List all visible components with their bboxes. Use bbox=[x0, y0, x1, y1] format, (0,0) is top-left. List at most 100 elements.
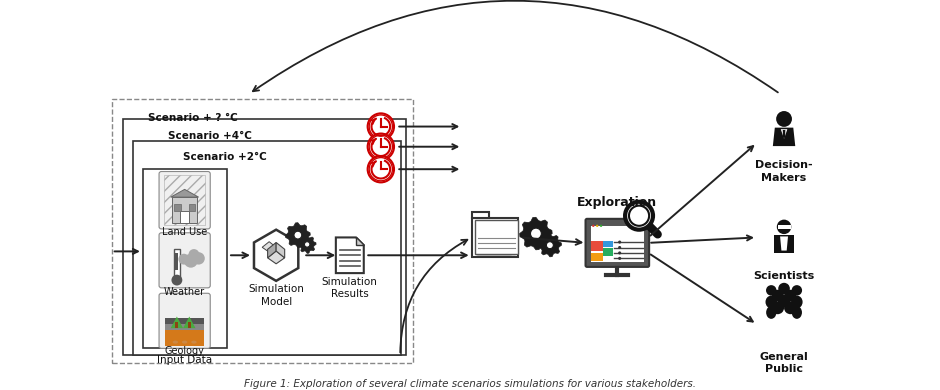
Text: Simulation
Model: Simulation Model bbox=[248, 284, 304, 307]
FancyBboxPatch shape bbox=[159, 233, 211, 288]
Text: Weather: Weather bbox=[164, 287, 205, 297]
Bar bbox=[133, 140, 401, 355]
Bar bbox=[477, 227, 511, 254]
Circle shape bbox=[629, 206, 650, 226]
Bar bbox=[143, 169, 227, 347]
Circle shape bbox=[193, 252, 205, 264]
Bar bbox=[174, 204, 180, 211]
FancyBboxPatch shape bbox=[586, 219, 650, 267]
Ellipse shape bbox=[765, 296, 777, 308]
Bar bbox=[591, 241, 603, 252]
Polygon shape bbox=[286, 223, 310, 248]
Bar bbox=[164, 176, 205, 225]
Circle shape bbox=[189, 249, 199, 260]
Text: General
Public: General Public bbox=[760, 352, 808, 374]
Bar bbox=[165, 324, 204, 330]
Circle shape bbox=[600, 225, 603, 227]
Ellipse shape bbox=[771, 301, 784, 314]
Polygon shape bbox=[356, 238, 364, 245]
Polygon shape bbox=[254, 230, 298, 281]
Polygon shape bbox=[539, 234, 561, 257]
Bar bbox=[590, 225, 645, 262]
Bar bbox=[176, 322, 179, 328]
Circle shape bbox=[369, 135, 393, 158]
Text: Scenario +4°C: Scenario +4°C bbox=[167, 131, 252, 141]
Text: Exploration: Exploration bbox=[577, 196, 657, 209]
Text: Scenario + ? °C: Scenario + ? °C bbox=[149, 113, 238, 123]
Bar bbox=[475, 220, 518, 254]
Circle shape bbox=[772, 290, 783, 301]
Bar bbox=[603, 248, 614, 256]
Ellipse shape bbox=[791, 306, 802, 319]
Text: Geology: Geology bbox=[164, 346, 205, 356]
Ellipse shape bbox=[766, 306, 776, 319]
Polygon shape bbox=[472, 212, 489, 218]
Ellipse shape bbox=[182, 340, 187, 344]
Circle shape bbox=[305, 242, 310, 247]
Bar bbox=[180, 211, 189, 223]
Bar bbox=[165, 318, 204, 324]
Circle shape bbox=[785, 290, 796, 301]
Circle shape bbox=[546, 242, 554, 249]
Circle shape bbox=[596, 225, 599, 227]
Text: Figure 1: Exploration of several climate scenarios simulations for various stake: Figure 1: Exploration of several climate… bbox=[244, 379, 696, 388]
Circle shape bbox=[619, 241, 621, 244]
Polygon shape bbox=[472, 218, 518, 257]
Polygon shape bbox=[336, 238, 364, 273]
Ellipse shape bbox=[784, 301, 797, 314]
Circle shape bbox=[369, 158, 393, 181]
Circle shape bbox=[791, 285, 802, 296]
Text: Land Use: Land Use bbox=[162, 227, 207, 237]
Circle shape bbox=[766, 285, 776, 296]
Text: Scenario +2°C: Scenario +2°C bbox=[183, 152, 267, 162]
Bar bbox=[122, 119, 406, 355]
Circle shape bbox=[792, 297, 802, 306]
Polygon shape bbox=[171, 317, 183, 328]
Polygon shape bbox=[276, 243, 285, 258]
Ellipse shape bbox=[191, 340, 196, 344]
FancyBboxPatch shape bbox=[159, 293, 211, 348]
Circle shape bbox=[369, 115, 393, 138]
Polygon shape bbox=[773, 128, 795, 146]
Circle shape bbox=[776, 220, 791, 234]
Circle shape bbox=[619, 246, 621, 249]
Polygon shape bbox=[262, 242, 276, 252]
Text: Decision-
Makers: Decision- Makers bbox=[755, 160, 813, 183]
Circle shape bbox=[530, 228, 541, 239]
Polygon shape bbox=[780, 236, 788, 250]
Polygon shape bbox=[183, 317, 196, 328]
Circle shape bbox=[619, 257, 621, 260]
Bar bbox=[165, 330, 204, 346]
Circle shape bbox=[294, 231, 302, 239]
Circle shape bbox=[625, 202, 653, 230]
Circle shape bbox=[368, 133, 394, 160]
FancyBboxPatch shape bbox=[159, 172, 211, 229]
Bar bbox=[775, 235, 794, 254]
Polygon shape bbox=[520, 217, 552, 250]
Bar bbox=[174, 249, 180, 280]
Bar bbox=[476, 223, 514, 254]
Circle shape bbox=[171, 275, 182, 285]
Ellipse shape bbox=[791, 296, 803, 308]
Circle shape bbox=[592, 225, 594, 227]
Polygon shape bbox=[783, 130, 786, 138]
Bar bbox=[112, 99, 413, 363]
Polygon shape bbox=[268, 251, 285, 264]
Bar bbox=[591, 253, 603, 261]
Ellipse shape bbox=[777, 294, 791, 307]
Polygon shape bbox=[298, 236, 316, 254]
Bar bbox=[189, 204, 196, 211]
Circle shape bbox=[767, 297, 776, 306]
Ellipse shape bbox=[173, 340, 178, 344]
Circle shape bbox=[776, 111, 792, 127]
Circle shape bbox=[184, 254, 197, 268]
Bar bbox=[172, 197, 197, 223]
Bar bbox=[777, 225, 791, 229]
Circle shape bbox=[368, 113, 394, 140]
Text: Simulation
Results: Simulation Results bbox=[321, 277, 378, 299]
Polygon shape bbox=[268, 243, 276, 258]
Polygon shape bbox=[171, 190, 198, 197]
Text: Input Data: Input Data bbox=[157, 355, 212, 365]
Text: Scientists: Scientists bbox=[754, 271, 815, 281]
Circle shape bbox=[368, 156, 394, 183]
